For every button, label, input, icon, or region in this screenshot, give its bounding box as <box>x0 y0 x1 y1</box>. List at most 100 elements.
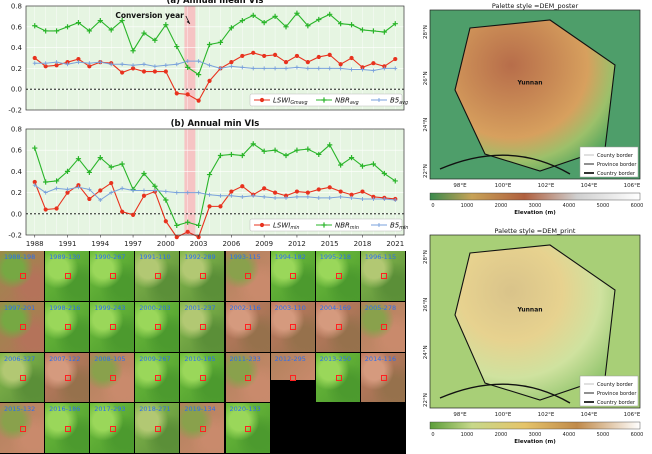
legend-label-NBR_avg: NBRavg <box>335 97 359 107</box>
data-point <box>316 195 321 200</box>
map-legend-box <box>579 375 639 407</box>
data-point <box>382 64 387 69</box>
y-tick-label: 0.2 <box>11 65 22 73</box>
data-point <box>86 169 92 176</box>
plot-background <box>26 129 404 235</box>
legend-label-B5_avg: B5avg <box>390 97 408 107</box>
data-point <box>305 60 310 65</box>
data-point <box>360 196 365 201</box>
tile-date-label: 2000-203 <box>139 303 171 312</box>
conversion-year-annotation: Conversion year <box>115 11 184 20</box>
data-point <box>381 170 387 177</box>
data-point <box>327 66 332 71</box>
image-tile: 2003-110 <box>270 301 315 352</box>
image-tile: 2011-233 <box>225 352 270 403</box>
legend-marker <box>259 222 265 228</box>
map-legend: County border Province border Country bord… <box>579 375 639 407</box>
tile-date-label: 1995-218 <box>319 253 351 261</box>
data-point <box>97 155 103 161</box>
data-point <box>98 198 103 203</box>
data-point <box>76 56 81 62</box>
data-point <box>130 212 136 217</box>
lon-label: 100°E <box>495 183 512 189</box>
chart-annual-min-vis: 0.8 0.6 0.4 0.2 0.0 -0.2 (b) Annual min VIs 198… <box>8 119 408 248</box>
data-point <box>43 179 49 185</box>
colorbar <box>429 421 641 430</box>
map-legend-label: Country border <box>597 400 636 406</box>
data-point <box>53 178 60 184</box>
data-point <box>218 193 223 198</box>
data-point <box>393 66 398 71</box>
image-tile: 2004-169 <box>315 301 360 352</box>
data-point <box>174 91 179 96</box>
sample-point-marker <box>155 374 162 381</box>
x-tick-label: 2006 <box>222 240 240 248</box>
series-NBR_avg <box>32 10 398 78</box>
sample-point-marker <box>155 273 162 280</box>
data-point <box>382 66 387 71</box>
map-legend-label: Province border <box>597 391 637 397</box>
data-point <box>338 66 343 71</box>
image-tile: 2002-116 <box>225 301 270 352</box>
map-frame <box>429 9 641 180</box>
data-point <box>141 62 146 67</box>
data-point <box>283 152 289 159</box>
y-tick-label: 0.4 <box>11 168 23 176</box>
map-legend-label: Province border <box>597 162 637 168</box>
data-point <box>163 189 168 194</box>
data-point <box>206 171 213 178</box>
data-point <box>359 27 366 33</box>
data-point <box>294 65 299 70</box>
series-NBR_min <box>32 141 398 229</box>
data-point <box>305 194 310 199</box>
data-point <box>262 186 267 191</box>
tile-date-label: 1998-216 <box>49 303 81 312</box>
data-point <box>359 163 366 169</box>
annotation-arrow-head <box>186 20 190 24</box>
colorbar-tick-label: 5000 <box>597 203 610 209</box>
sample-point-marker <box>200 324 207 331</box>
data-point <box>327 11 333 17</box>
sample-point-marker <box>380 324 387 331</box>
colorbar-tick-label: 4000 <box>563 203 576 209</box>
chart-title: (b) Annual min VIs <box>171 119 260 129</box>
data-point <box>239 152 245 159</box>
map-legend-label: County border <box>597 153 634 159</box>
colorbar-label: Elevation (m) <box>514 210 556 216</box>
province-label: Yunnan <box>516 80 542 87</box>
image-tile: 2007-122 <box>45 352 90 403</box>
lat-label: 26°N <box>423 71 429 85</box>
legend-label-NBR_min: NBRmin <box>335 222 359 232</box>
tile-date-label: 1992-289 <box>184 253 216 261</box>
data-point <box>185 229 190 234</box>
data-point <box>294 147 300 153</box>
sample-point-marker <box>290 324 297 331</box>
legend-marker <box>377 223 381 227</box>
image-tile: 1999-243 <box>90 301 135 352</box>
data-point <box>207 63 212 68</box>
image-tile: 1997-201 <box>0 301 45 352</box>
data-point <box>174 222 180 229</box>
lon-label: 98°E <box>453 183 467 189</box>
data-point <box>250 141 256 147</box>
data-point <box>327 185 332 190</box>
data-point <box>240 184 245 189</box>
x-tick-label: 2012 <box>288 240 306 248</box>
data-point <box>240 65 245 70</box>
data-point <box>327 195 332 200</box>
image-tile: 1992-289 <box>180 251 225 301</box>
data-point <box>294 189 300 194</box>
data-point <box>262 194 267 199</box>
tile-date-label: 2013-250 <box>319 354 351 363</box>
data-point <box>32 23 38 29</box>
data-point <box>316 16 322 23</box>
data-point <box>360 67 365 72</box>
image-tile: 2019-134 <box>180 403 225 453</box>
data-point <box>217 152 224 159</box>
data-point <box>65 187 70 192</box>
data-point <box>120 186 125 191</box>
data-point <box>65 62 70 67</box>
series-B5_min <box>32 183 398 203</box>
data-point <box>305 190 310 195</box>
tile-date-label: 1993-115 <box>229 253 261 261</box>
